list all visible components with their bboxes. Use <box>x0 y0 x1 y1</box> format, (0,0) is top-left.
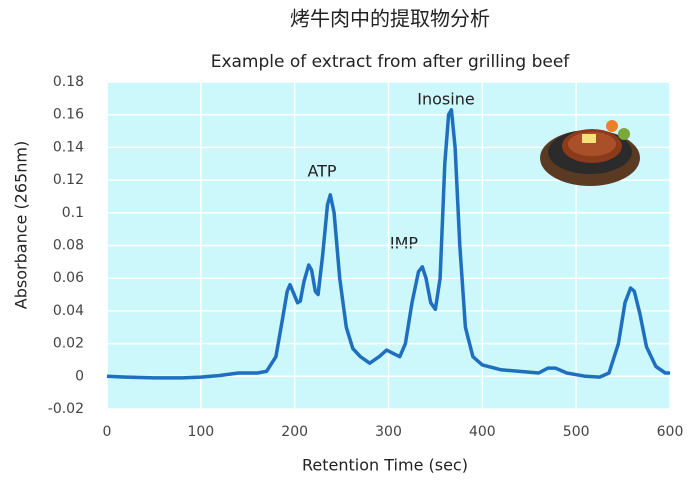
x-tick-label: 100 <box>187 424 214 440</box>
y-tick-label: 0.06 <box>53 270 84 286</box>
y-tick-label: 0.16 <box>53 107 84 123</box>
y-tick-label: 0.04 <box>53 303 84 319</box>
steak-icon <box>540 120 640 186</box>
y-tick-label: 0.08 <box>53 238 84 254</box>
annotation: IMP <box>390 234 419 253</box>
y-tick-label: 0.1 <box>62 205 84 221</box>
data-line <box>106 108 670 380</box>
x-tick-label: 400 <box>469 424 496 440</box>
annotation: Inosine <box>417 90 474 109</box>
chart-subtitle: Example of extract from after grilling b… <box>211 52 571 72</box>
x-tick-label: 500 <box>563 424 590 440</box>
y-tick-label: 0.14 <box>53 139 84 155</box>
annotation: ATP <box>307 162 336 181</box>
y-tick-label: 0.02 <box>53 336 84 352</box>
y-tick-label: 0.12 <box>53 172 84 188</box>
chart-title: 烤牛肉中的提取物分析 <box>290 7 490 31</box>
y-axis-label: Absorbance (265nm) <box>12 141 31 309</box>
x-tick-label: 0 <box>103 424 112 440</box>
y-tick-label: 0 <box>75 368 84 384</box>
y-tick-label: 0.18 <box>53 74 84 90</box>
y-tick-label: -0.02 <box>48 401 84 417</box>
x-tick-label: 600 <box>657 424 684 440</box>
x-tick-label: 200 <box>281 424 308 440</box>
x-axis-label: Retention Time (sec) <box>302 456 468 475</box>
x-tick-label: 300 <box>375 424 402 440</box>
